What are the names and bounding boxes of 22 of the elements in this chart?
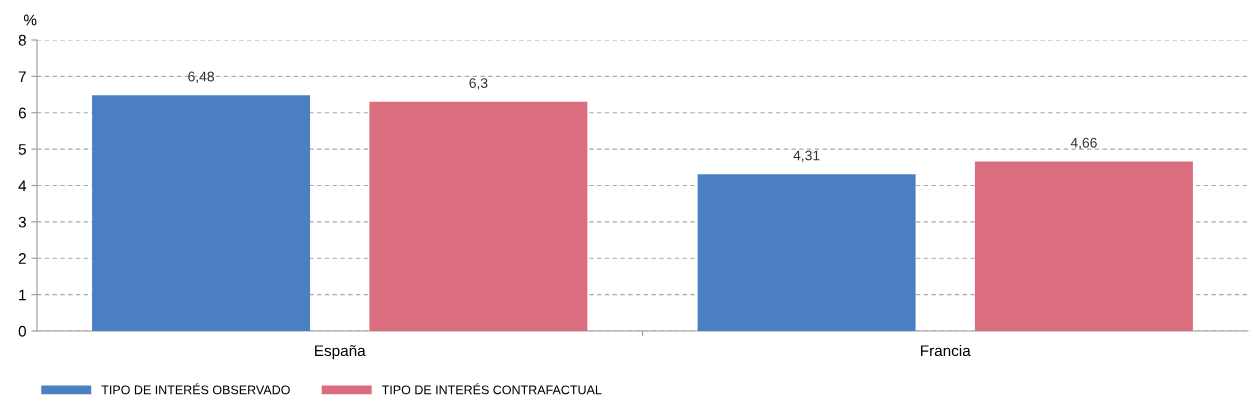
y-tick-label: 5 [18, 144, 26, 155]
bar [369, 101, 588, 331]
data-label: 6,48 [188, 71, 214, 84]
legend-label: TIPO DE INTERÉS CONTRAFACTUAL [381, 383, 602, 395]
bar [92, 95, 311, 331]
x-tick-label: España [315, 345, 366, 360]
y-tick-label: 2 [18, 253, 26, 264]
y-tick-label: 1 [19, 289, 26, 301]
bar [974, 161, 1193, 331]
y-tick-label: 4 [18, 180, 27, 192]
y-tick-label: 8 [18, 34, 26, 46]
data-label: 4,66 [1070, 137, 1097, 150]
y-tick-label: 7 [18, 71, 26, 82]
legend-label: TIPO DE INTERÉS OBSERVADO [101, 383, 290, 395]
data-label: 6,3 [469, 78, 488, 90]
y-tick-label: 0 [18, 325, 26, 337]
data-label: 4,31 [793, 150, 820, 163]
bar [697, 174, 916, 331]
x-tick-label: Francia [921, 344, 971, 357]
y-tick-label: 3 [18, 216, 26, 228]
y-axis-title: % [23, 14, 37, 26]
y-tick-label: 6 [18, 107, 26, 119]
